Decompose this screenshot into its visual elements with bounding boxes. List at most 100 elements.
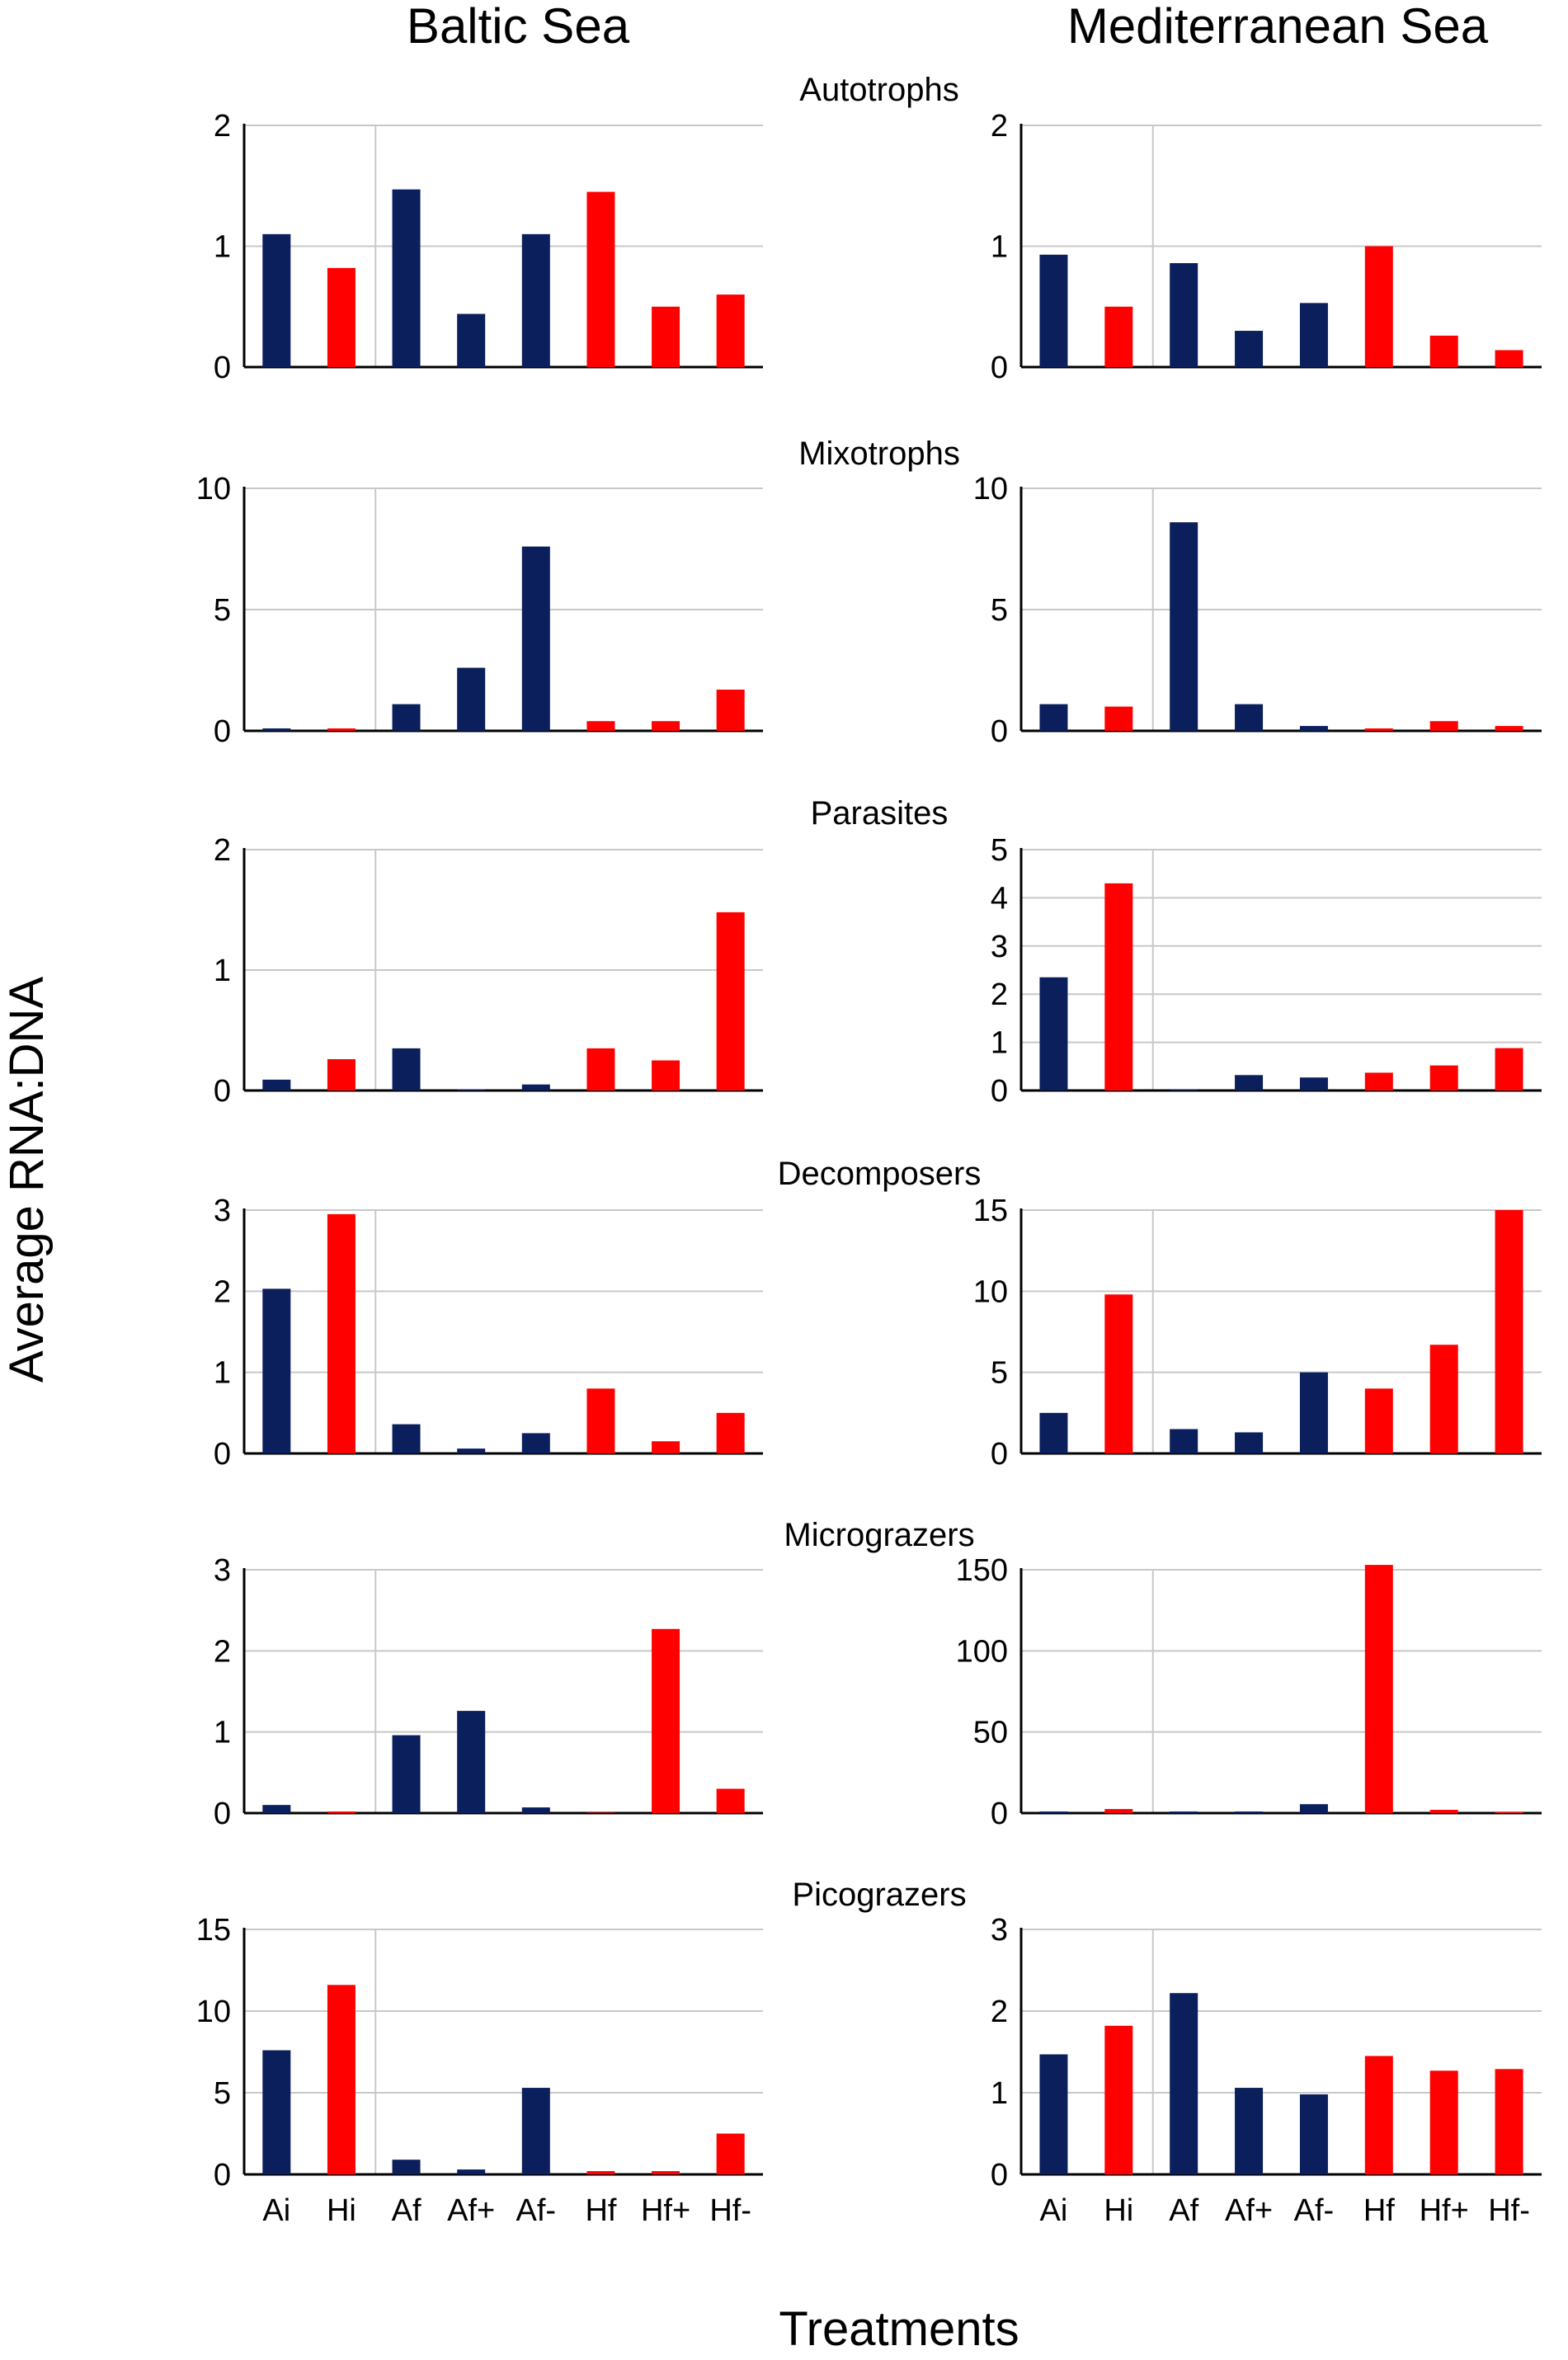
bar-hf [586, 2171, 615, 2174]
bar-af [1170, 522, 1198, 731]
y-tick-label: 2 [214, 109, 231, 144]
bar-afminus [1299, 1804, 1328, 1813]
bar-hfminus [716, 911, 745, 1090]
bar-ai [262, 728, 291, 731]
bar-hfminus [716, 1412, 745, 1453]
panel-title-micrograzers: Micrograzers [784, 1517, 974, 1553]
bar-hi [1104, 2025, 1133, 2174]
y-tick-label: 0 [214, 351, 231, 385]
x-tick-label-ai: Ai [1040, 2193, 1068, 2228]
y-tick-label: 2 [214, 1274, 231, 1309]
y-tick-label: 0 [214, 1797, 231, 1831]
y-tick-label: 0 [214, 2158, 231, 2193]
bar-ai [1039, 977, 1068, 1090]
bar-ai [262, 233, 291, 367]
chart-autotrophs-baltic-sea: 0 1 2 Autotrophs [214, 72, 959, 385]
y-tick-label: 5 [214, 593, 231, 628]
bar-hi [327, 267, 356, 367]
bar-hfplus [1429, 1065, 1458, 1090]
chart-micrograzers-mediterranean-sea: 0 50 100 150 [956, 1553, 1542, 1831]
x-tick-label-hf: Hf [585, 2193, 616, 2228]
bar-af [1170, 1811, 1198, 1813]
y-tick-label: 0 [991, 714, 1008, 749]
bar-hi [1104, 883, 1133, 1090]
x-axis-label: Treatments [779, 2302, 1019, 2356]
x-tick-label-afminus: Af- [1294, 2193, 1335, 2228]
bar-hf [1364, 1565, 1393, 1813]
bar-hf [1364, 728, 1393, 731]
bar-hf [586, 191, 615, 367]
bar-afplus [457, 313, 486, 367]
bar-hi [1104, 1294, 1133, 1453]
bar-hi [327, 1059, 356, 1090]
y-tick-label: 0 [214, 714, 231, 749]
bar-ai [262, 1805, 291, 1813]
bar-ai [1039, 2054, 1068, 2174]
bar-afminus [521, 546, 550, 731]
bar-hfplus [1429, 1810, 1458, 1813]
bar-afplus [1235, 1432, 1264, 1453]
bar-hi [1104, 706, 1133, 731]
bar-hfplus [1429, 1345, 1458, 1453]
bar-hfplus [652, 721, 680, 731]
chart-parasites-baltic-sea: 0 1 2 Parasites [214, 795, 949, 1109]
bar-hi [327, 1213, 356, 1453]
y-tick-label: 1 [991, 230, 1008, 265]
chart-picograzers-baltic-sea: 0 5 10 15 Ai Hi Af Af+ Af- Hf Hf+ Hf- Picograzers [196, 1877, 967, 2228]
chart-picograzers-mediterranean-sea: 0 1 2 3 Ai Hi Af Af+ Af- Hf Hf+ Hf- [991, 1913, 1542, 2228]
bar-ai [1039, 1412, 1068, 1453]
chart-mixotrophs-baltic-sea: 0 5 10 Mixotrophs [196, 436, 960, 749]
bar-hfminus [716, 294, 745, 367]
y-tick-label: 0 [214, 1074, 231, 1109]
y-tick-label: 0 [214, 1437, 231, 1472]
x-tick-label-hfplus: Hf+ [1420, 2193, 1469, 2228]
chart-autotrophs-mediterranean-sea: 0 1 2 [991, 109, 1542, 385]
bar-hi [1104, 306, 1133, 367]
panel-title-mixotrophs: Mixotrophs [798, 436, 960, 472]
bar-af [1170, 1993, 1198, 2174]
y-axis-label: Average RNA:DNA [0, 977, 54, 1383]
bar-afminus [1299, 1077, 1328, 1090]
y-tick-label: 15 [196, 1913, 231, 1948]
bar-afplus [1235, 331, 1264, 367]
bar-hfplus [1429, 721, 1458, 731]
y-tick-label: 10 [973, 472, 1008, 506]
x-tick-label-ai: Ai [262, 2193, 290, 2228]
y-tick-label: 5 [991, 593, 1008, 628]
y-tick-label: 1 [214, 954, 231, 988]
y-tick-label: 2 [991, 109, 1008, 144]
bar-afminus [1299, 726, 1328, 731]
x-tick-label-afminus: Af- [516, 2193, 557, 2228]
mediterranean-column-title: Mediterranean Sea [1067, 0, 1489, 54]
y-tick-label: 0 [991, 1797, 1008, 1831]
baltic-column-title: Baltic Sea [407, 0, 630, 54]
panel-title-parasites: Parasites [811, 795, 949, 831]
bar-afplus [457, 667, 486, 731]
x-tick-label-hfminus: Hf- [1488, 2193, 1530, 2228]
bar-ai [262, 1079, 291, 1090]
bar-afminus [521, 2088, 550, 2174]
bar-afplus [1235, 704, 1264, 731]
bar-afminus [521, 233, 550, 367]
bar-hfplus [652, 1060, 680, 1090]
panel-title-picograzers: Picograzers [792, 1877, 966, 1913]
y-tick-label: 1 [991, 1026, 1008, 1061]
bar-af [392, 1048, 421, 1090]
y-tick-label: 1 [991, 2076, 1008, 2111]
bar-afplus [1235, 1075, 1264, 1090]
bar-af [392, 2160, 421, 2174]
bar-afplus [457, 1711, 486, 1813]
bar-hfminus [716, 1788, 745, 1813]
bar-hf [586, 1048, 615, 1090]
bar-ai [1039, 1811, 1068, 1813]
bar-ai [1039, 254, 1068, 367]
bar-hfminus [1495, 726, 1523, 731]
bar-afminus [521, 1807, 550, 1813]
bar-hf [1364, 246, 1393, 367]
chart-mixotrophs-mediterranean-sea: 0 5 10 [973, 472, 1542, 749]
bar-af [392, 189, 421, 367]
y-tick-label: 3 [991, 930, 1008, 964]
bar-hfminus [716, 690, 745, 731]
bar-hf [1364, 2056, 1393, 2174]
